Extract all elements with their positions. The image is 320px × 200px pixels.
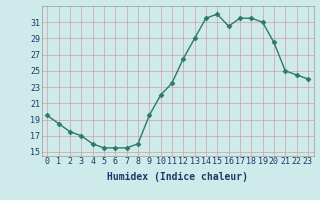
X-axis label: Humidex (Indice chaleur): Humidex (Indice chaleur) xyxy=(107,172,248,182)
